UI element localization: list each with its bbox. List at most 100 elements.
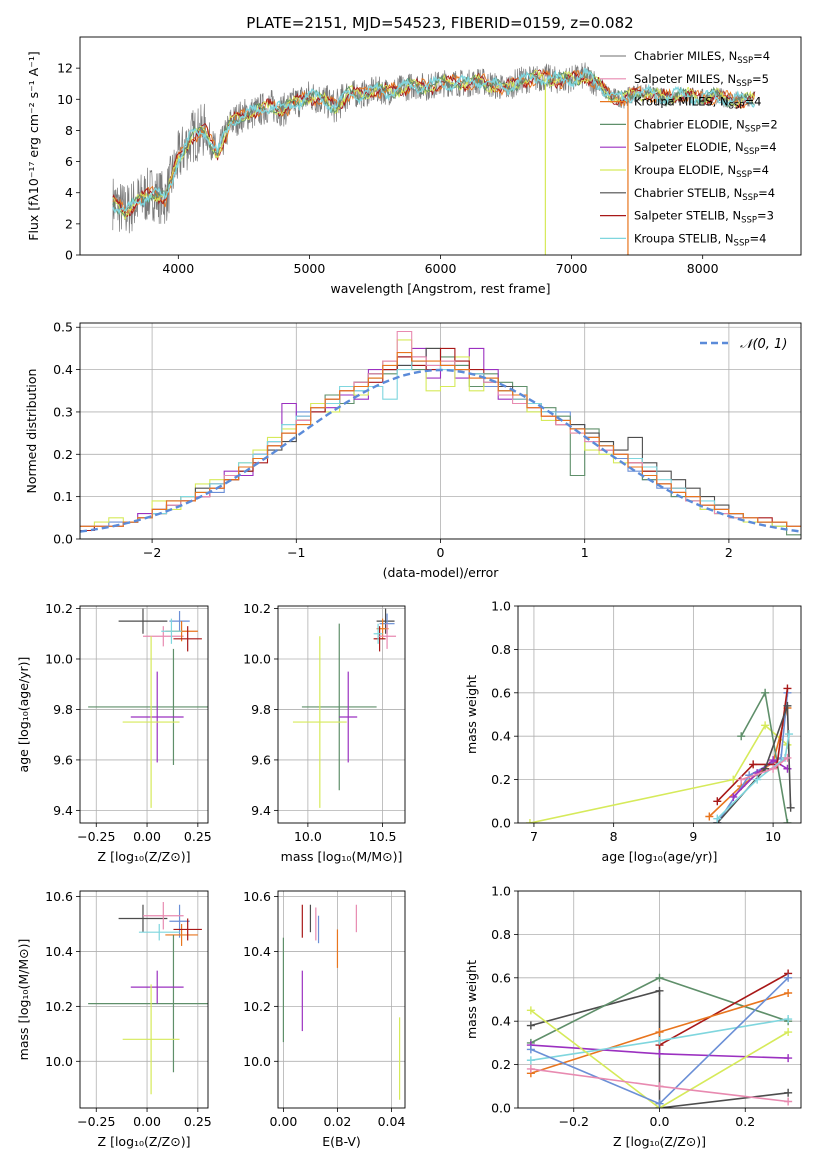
x-tick-label: 5000 bbox=[294, 261, 326, 276]
legend-tail: =4 bbox=[752, 163, 769, 177]
observed-spectrum-line bbox=[112, 62, 756, 234]
y-tick-label: 9.8 bbox=[53, 702, 73, 717]
legend-tail: =4 bbox=[744, 95, 761, 109]
x-tick-label: 0.02 bbox=[324, 1114, 352, 1129]
y-tick-label: 10.0 bbox=[243, 651, 271, 666]
weight-point-marker bbox=[783, 819, 792, 823]
y-axis-label: mass weight bbox=[464, 960, 479, 1039]
y-tick-label: 1.0 bbox=[491, 884, 511, 899]
error-bar-point bbox=[142, 901, 184, 930]
x-tick-label: 7000 bbox=[556, 261, 588, 276]
y-tick-label: 0.0 bbox=[53, 532, 73, 547]
y-tick-label: 2 bbox=[65, 216, 73, 231]
x-tick-label: 0.04 bbox=[378, 1114, 406, 1129]
error-bar-point bbox=[161, 618, 182, 644]
y-tick-label: 0.1 bbox=[53, 489, 73, 504]
y-tick-label: 0.8 bbox=[491, 642, 511, 657]
y-tick-label: 8 bbox=[65, 123, 73, 138]
weight-point-marker bbox=[761, 721, 770, 730]
weight-point-marker bbox=[655, 973, 664, 982]
y-tick-label: 0.8 bbox=[491, 927, 511, 942]
error-bar-point bbox=[130, 970, 184, 1004]
error-bar-point bbox=[301, 623, 377, 791]
y-axis-label: age [log₁₀(age/yr)] bbox=[16, 657, 31, 773]
figure-title: PLATE=2151, MJD=54523, FIBERID=0159, z=0… bbox=[246, 14, 633, 32]
weight-point-marker bbox=[737, 775, 746, 784]
legend-label: Chabrier STELIB, NSSP=4 bbox=[634, 186, 775, 203]
legend-tail: =4 bbox=[758, 186, 775, 200]
x-tick-label: 0.25 bbox=[184, 1114, 212, 1129]
x-tick-label: 8 bbox=[610, 829, 618, 844]
y-tick-label: 9.6 bbox=[251, 752, 271, 767]
panel-spectrum: 4000 5000 6000 7000 8000 0 2 4 6 8 10 12 wavelength … bbox=[26, 36, 802, 296]
y-tick-label: 9.4 bbox=[251, 803, 271, 818]
legend-subscript: SSP bbox=[745, 124, 761, 134]
x-tick-label: 0.2 bbox=[735, 1114, 755, 1129]
panel-age-vs-mass: 10.0 10.5 9.4 9.6 9.8 10.0 10.2 mass [log₁₀(M/M… bbox=[243, 601, 406, 864]
error-bar-point bbox=[138, 923, 180, 941]
weight-point-marker bbox=[783, 684, 792, 693]
y-tick-label: 10.2 bbox=[243, 601, 271, 616]
y-tick-label: 10.4 bbox=[45, 944, 73, 959]
weight-point-marker bbox=[526, 1056, 535, 1065]
x-axis-label: Z [log₁₀(Z/Z⊙)] bbox=[98, 1134, 191, 1149]
y-tick-label: 12 bbox=[57, 61, 73, 76]
legend-subscript: SSP bbox=[737, 56, 753, 66]
weight-point-marker bbox=[526, 1021, 535, 1030]
legend-label: 𝒩(0, 1) bbox=[740, 337, 787, 352]
x-tick-label: 7 bbox=[530, 829, 538, 844]
weight-point-marker bbox=[753, 775, 762, 784]
legend-tail: =3 bbox=[757, 209, 774, 223]
weight-point-marker bbox=[655, 1036, 664, 1045]
legend-label: Salpeter ELODIE, NSSP=4 bbox=[634, 140, 777, 157]
plot-area-spectrum bbox=[112, 62, 756, 255]
y-axis-label: mass [log₁₀(M/M⊙)] bbox=[16, 939, 31, 1061]
y-tick-label: 0.0 bbox=[491, 816, 511, 831]
error-bar-point bbox=[173, 918, 202, 941]
legend-tail: =4 bbox=[760, 140, 777, 154]
panel-residual-histogram: −2 −1 0 1 2 0.0 0.1 0.2 0.3 0.4 0.5 (data-model)/er… bbox=[24, 320, 802, 580]
legend-histogram: 𝒩(0, 1) bbox=[700, 337, 787, 352]
model-fit-line bbox=[112, 67, 756, 215]
y-axis-label: mass weight bbox=[464, 675, 479, 754]
y-tick-label: 0 bbox=[65, 248, 73, 263]
x-axis-label: E(B-V) bbox=[322, 1134, 361, 1149]
y-tick-label: 10.2 bbox=[243, 999, 271, 1014]
weight-point-marker bbox=[713, 797, 722, 806]
x-tick-label: 1 bbox=[581, 545, 589, 560]
error-bar-point bbox=[378, 623, 397, 649]
weight-point-marker bbox=[786, 803, 795, 812]
y-tick-label: 10.6 bbox=[45, 889, 73, 904]
y-tick-label: 0.6 bbox=[491, 685, 511, 700]
weight-point-marker bbox=[784, 973, 793, 982]
plot-area-weight-vs-metallicity bbox=[518, 891, 801, 1108]
axes-frame bbox=[277, 890, 406, 1109]
x-tick-label: 10 bbox=[765, 829, 781, 844]
weight-point-marker bbox=[783, 753, 792, 762]
panel-mass-vs-metallicity: −0.25 0.00 0.25 10.0 10.2 10.4 10.6 Z [log₁₀(Z/… bbox=[16, 889, 212, 1149]
weight-point-marker bbox=[783, 701, 792, 710]
legend-subscript: SSP bbox=[736, 79, 752, 89]
y-tick-label: 9.4 bbox=[53, 803, 73, 818]
x-tick-label: −1 bbox=[287, 545, 305, 560]
legend-tail: =5 bbox=[752, 72, 769, 86]
x-tick-label: −0.25 bbox=[77, 829, 115, 844]
weight-point-marker bbox=[655, 1028, 664, 1037]
legend-tail: =2 bbox=[761, 117, 778, 131]
x-axis-label: wavelength [Angstrom, rest frame] bbox=[330, 281, 550, 296]
legend-label: Salpeter STELIB, NSSP=3 bbox=[634, 209, 774, 226]
y-tick-label: 10 bbox=[57, 92, 73, 107]
error-bar-point bbox=[376, 608, 395, 634]
y-tick-label: 9.8 bbox=[251, 702, 271, 717]
plot-area-age-vs-metallicity bbox=[80, 606, 208, 823]
error-bar-point bbox=[118, 608, 168, 634]
legend-spectrum: Chabrier MILES, NSSP=4 Salpeter MILES, NS… bbox=[600, 49, 778, 248]
legend-label: Chabrier MILES, NSSP=4 bbox=[634, 49, 770, 66]
x-tick-label: −0.25 bbox=[77, 1114, 115, 1129]
weight-point-marker bbox=[749, 760, 758, 769]
axes-frame bbox=[517, 890, 802, 1109]
weight-point-marker bbox=[655, 986, 664, 995]
y-axis-label: Flux [fλ10⁻¹⁷ erg cm⁻² s⁻¹ A⁻¹] bbox=[26, 51, 41, 240]
y-tick-label: 0.0 bbox=[491, 1101, 511, 1116]
